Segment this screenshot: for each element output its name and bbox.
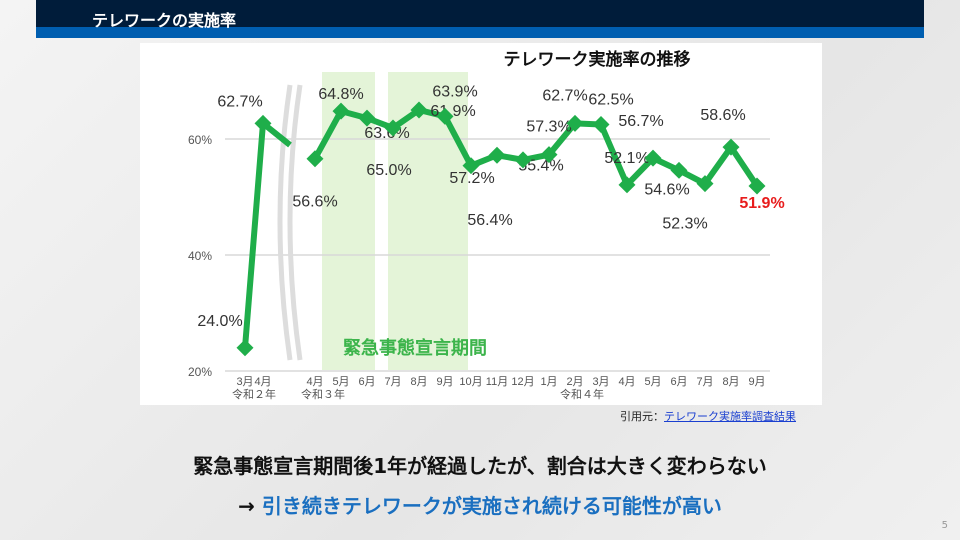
data-point	[644, 149, 662, 167]
arrow-text: →	[238, 494, 262, 518]
data-point	[696, 175, 714, 193]
x-tick-label: 11月	[486, 376, 508, 388]
era-label: 令和４年	[560, 387, 604, 401]
data-point	[540, 146, 558, 164]
data-label: 52.1%	[604, 150, 649, 167]
x-tick-label: 7月	[696, 376, 713, 388]
data-label: 52.3%	[662, 216, 707, 233]
y-tick-label: 40%	[188, 249, 212, 263]
y-tick-label: 20%	[188, 365, 212, 379]
x-tick-label: 12月	[511, 376, 534, 388]
x-tick-label: 1月	[540, 376, 557, 388]
data-point	[592, 116, 610, 133]
data-label: 58.6%	[700, 107, 745, 124]
slide-title: テレワークの実施率	[92, 11, 237, 30]
data-label: 54.6%	[644, 181, 689, 198]
source-citation: 引用元：テレワーク実施率調査結果	[620, 408, 796, 424]
data-point	[462, 157, 480, 175]
data-point	[306, 150, 324, 168]
x-tick-label: 2月	[566, 376, 583, 388]
y-tick-label: 60%	[188, 133, 212, 147]
data-label: 57.2%	[449, 170, 494, 187]
x-tick-label: 4月	[254, 376, 271, 388]
x-tick-label: 4月	[306, 376, 323, 388]
data-point	[618, 176, 636, 194]
data-point	[358, 109, 376, 127]
data-label: 24.0%	[197, 313, 242, 330]
data-point	[410, 101, 428, 119]
data-label: 55.4%	[518, 158, 563, 175]
header-bar	[36, 0, 924, 27]
data-point	[488, 146, 506, 164]
x-tick-label: 5月	[644, 376, 661, 388]
data-point	[436, 107, 454, 125]
data-point	[514, 151, 532, 169]
data-label: 64.8%	[318, 86, 363, 103]
x-tick-label: 10月	[459, 376, 482, 388]
conclusion-highlight: 引き続きテレワークが実施され続ける可能性が高い	[261, 494, 722, 518]
header-strip	[36, 27, 924, 38]
data-label: 65.0%	[366, 162, 411, 179]
data-label: 63.9%	[432, 83, 477, 100]
data-point	[566, 114, 584, 132]
data-label: 51.9%	[739, 195, 784, 212]
data-label: 62.7%	[217, 93, 262, 110]
era-label: 令和３年	[301, 387, 345, 401]
data-point	[670, 161, 688, 179]
data-point	[748, 177, 766, 195]
data-point	[236, 339, 254, 357]
x-tick-label: 4月	[618, 376, 635, 388]
x-tick-label: 7月	[384, 376, 401, 388]
axis-break-mark	[287, 84, 303, 361]
data-label: 62.5%	[588, 92, 633, 109]
x-tick-label: 6月	[358, 376, 375, 388]
x-tick-label: 6月	[670, 376, 687, 388]
x-tick-label: 9月	[436, 376, 453, 388]
data-label: 61.9%	[430, 103, 475, 120]
source-link[interactable]: テレワーク実施率調査結果	[664, 410, 796, 423]
data-point	[722, 138, 740, 156]
data-label: 57.3%	[526, 119, 571, 136]
emergency-period-label: 緊急事態宣言期間	[343, 337, 487, 358]
data-label: 62.7%	[542, 87, 587, 104]
data-point	[384, 119, 402, 137]
x-tick-label: 3月	[236, 376, 253, 388]
x-tick-label: 5月	[332, 376, 349, 388]
conclusion-line-2: → 引き続きテレワークが実施され続ける可能性が高い	[0, 490, 960, 519]
page-number: 5	[941, 520, 948, 531]
conclusion-line-1: 緊急事態宣言期間後1年が経過したが、割合は大きく変わらない	[193, 454, 767, 478]
data-label: 56.4%	[467, 212, 512, 229]
chart-title: テレワーク実施率の推移	[504, 49, 691, 69]
data-label: 56.6%	[292, 194, 337, 211]
x-tick-label: 3月	[592, 376, 609, 388]
data-point	[254, 114, 272, 132]
source-label: 引用元：	[620, 410, 664, 423]
data-point	[332, 102, 350, 120]
era-label: 令和２年	[232, 387, 276, 401]
data-label: 56.7%	[618, 113, 663, 130]
x-tick-label: 8月	[722, 376, 739, 388]
x-tick-label: 8月	[410, 376, 427, 388]
x-tick-label: 9月	[748, 376, 765, 388]
axis-break-mark	[277, 84, 293, 361]
